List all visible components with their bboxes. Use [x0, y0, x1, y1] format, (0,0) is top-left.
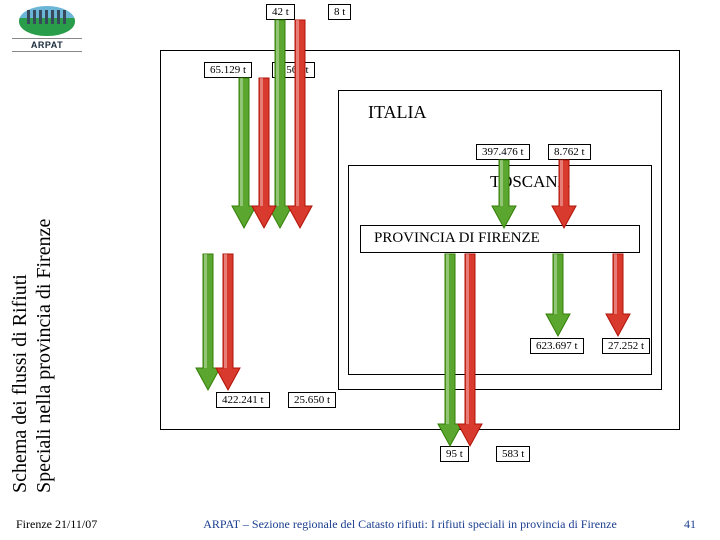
footer-caption: ARPAT – Sezione regionale del Catasto ri… — [160, 517, 660, 532]
footer-date: Firenze 21/11/07 — [0, 517, 160, 532]
arrow-green — [438, 254, 462, 446]
slide-title: Schema dei flussi di Rifiuti Speciali ne… — [8, 219, 56, 493]
arrow-red — [252, 78, 276, 228]
arrow-red — [606, 254, 630, 336]
arrow-green — [492, 160, 516, 228]
arrow-green — [546, 254, 570, 336]
title-line1: Schema dei flussi di Rifiuti — [9, 274, 31, 493]
arrows-layer — [160, 0, 680, 480]
slide-footer: Firenze 21/11/07 ARPAT – Sezione regiona… — [0, 517, 720, 532]
page-number: 41 — [660, 517, 720, 532]
arrow-red — [216, 254, 240, 390]
arrow-red — [552, 160, 576, 228]
logo-label: ARPAT — [12, 38, 82, 52]
org-logo: ARPAT — [12, 6, 82, 56]
arrow-red — [458, 254, 482, 446]
arrow-red — [288, 20, 312, 228]
flow-diagram: ITALIATOSCANAPROVINCIA DI FIRENZE42 t8 t… — [160, 0, 680, 480]
arrow-green — [268, 20, 292, 228]
logo-graphic — [19, 6, 75, 36]
title-line2: Speciali nella provincia di Firenze — [33, 219, 55, 493]
